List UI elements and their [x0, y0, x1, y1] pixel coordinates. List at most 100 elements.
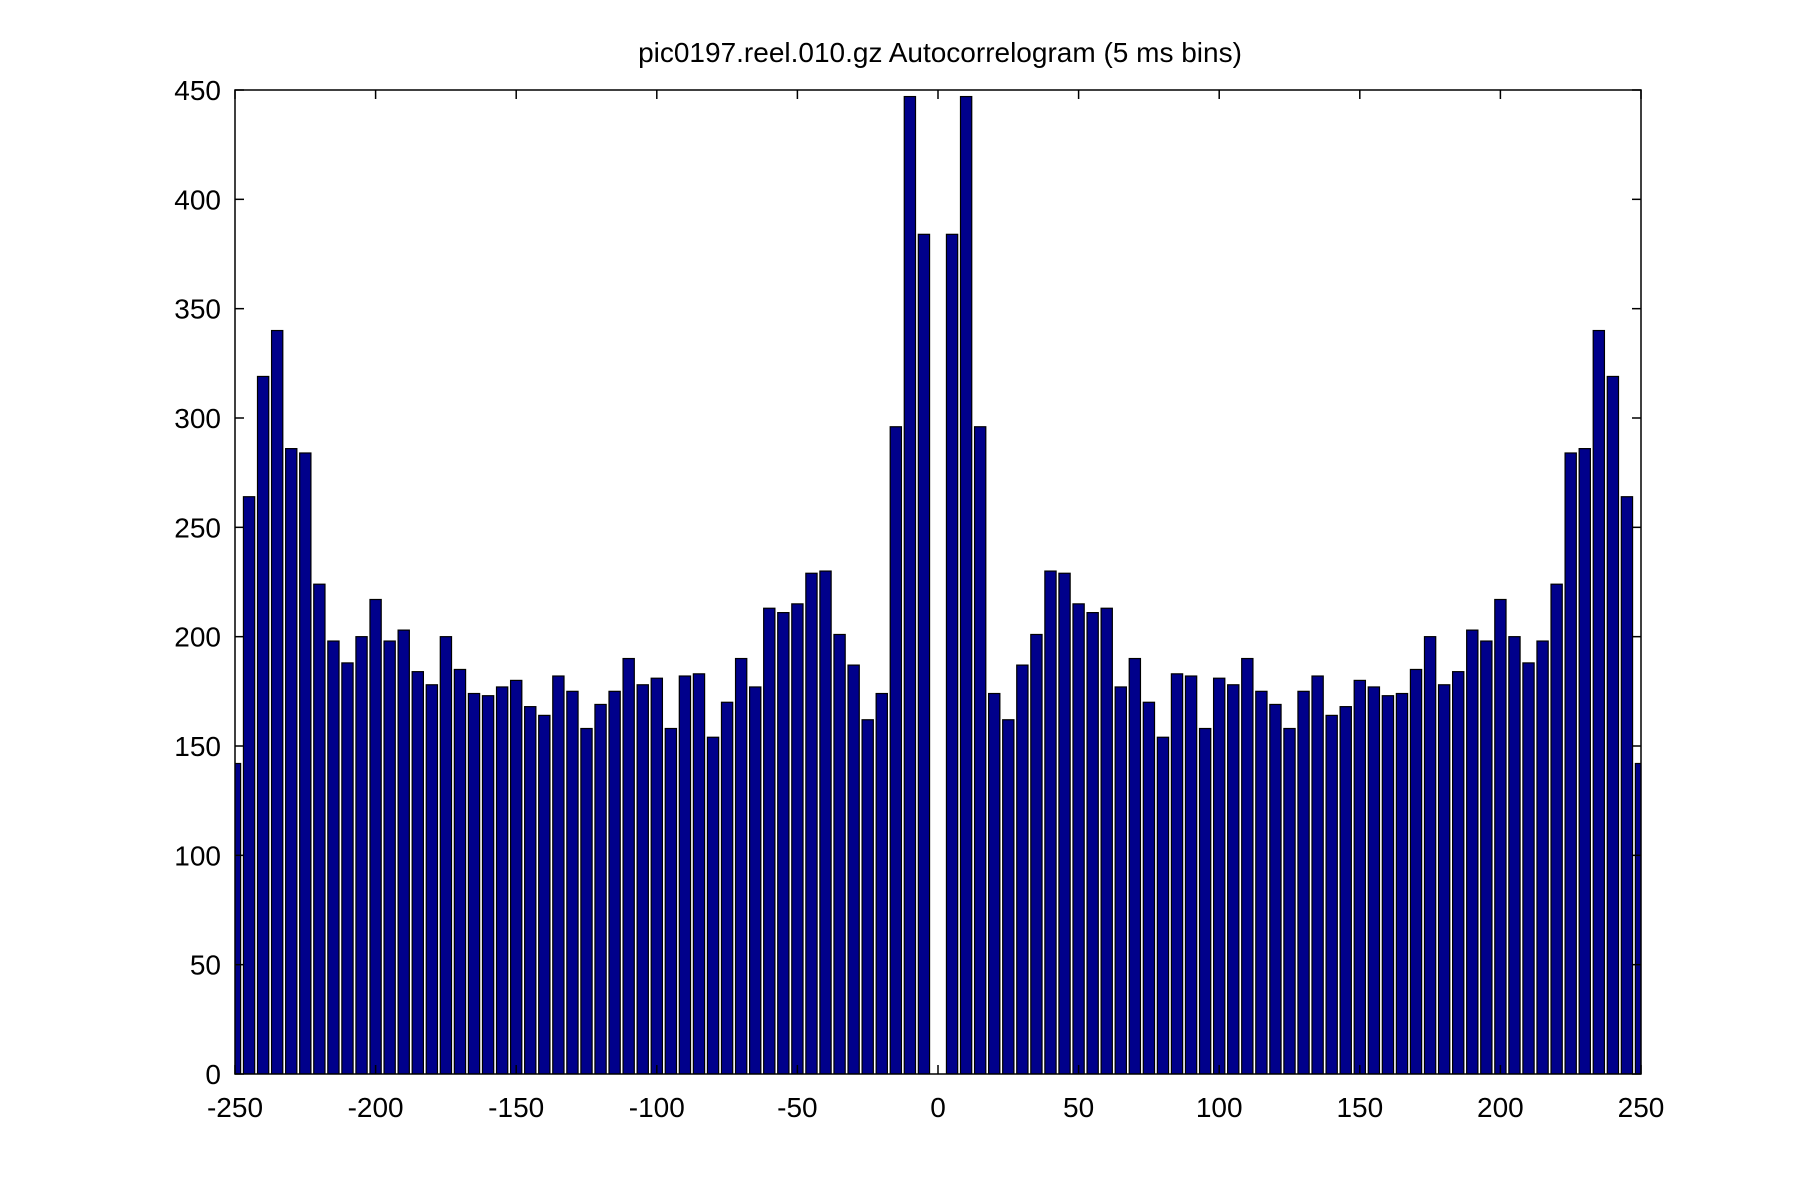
bar: [1423, 636, 1437, 1074]
bar: [1114, 686, 1128, 1074]
bar: [1451, 671, 1465, 1074]
bar: [1255, 690, 1268, 1074]
bar: [1212, 677, 1226, 1074]
x-tick-label: 200: [1477, 1092, 1524, 1123]
bar: [678, 675, 692, 1074]
bar: [1339, 706, 1352, 1074]
bar: [467, 692, 481, 1074]
y-tick-label: 150: [174, 731, 221, 762]
bar: [1297, 690, 1310, 1074]
y-tick-label: 250: [174, 512, 221, 543]
bar: [1030, 633, 1043, 1074]
bar: [1578, 448, 1591, 1074]
bar: [481, 695, 495, 1074]
bar: [1564, 452, 1577, 1074]
bar: [439, 636, 453, 1074]
bar: [917, 233, 931, 1074]
bar: [566, 690, 579, 1074]
bar: [692, 673, 706, 1074]
bar: [1353, 679, 1367, 1074]
bar: [256, 375, 270, 1074]
bar: [622, 657, 635, 1074]
bar: [1016, 664, 1029, 1074]
x-tick-label: 0: [930, 1092, 946, 1123]
bar: [734, 657, 748, 1074]
bar: [636, 684, 649, 1074]
y-tick-label: 0: [205, 1059, 221, 1090]
bar: [1184, 675, 1198, 1074]
bar: [397, 629, 410, 1074]
bar: [341, 662, 354, 1074]
bar: [1592, 329, 1606, 1074]
bar: [453, 668, 467, 1074]
y-tick-label: 300: [174, 403, 221, 434]
x-tick-label: 100: [1196, 1092, 1243, 1123]
bar: [1142, 701, 1156, 1074]
bar: [1227, 684, 1240, 1074]
bar: [720, 701, 734, 1074]
bar: [1480, 640, 1493, 1074]
x-tick-label: 150: [1336, 1092, 1383, 1123]
bar: [1367, 686, 1381, 1074]
y-tick-label: 400: [174, 184, 221, 215]
bar: [650, 677, 664, 1074]
bar: [664, 727, 678, 1074]
bar: [327, 640, 340, 1074]
bar: [1100, 607, 1113, 1074]
y-tick-label: 50: [190, 950, 221, 981]
y-tick-label: 450: [174, 75, 221, 106]
bar: [1536, 640, 1549, 1074]
bar: [495, 686, 509, 1074]
bar: [509, 679, 523, 1074]
bar: [299, 452, 312, 1074]
bar: [538, 714, 551, 1074]
bar: [1128, 657, 1142, 1074]
bar: [242, 496, 256, 1074]
bar: [355, 636, 368, 1074]
x-tick-label: -200: [348, 1092, 404, 1123]
bar: [1508, 636, 1521, 1074]
x-tick-label: -100: [629, 1092, 685, 1123]
bar: [1086, 612, 1099, 1074]
bar: [833, 633, 846, 1074]
bar: [1044, 570, 1057, 1074]
bar: [1606, 375, 1620, 1074]
bar: [973, 426, 987, 1074]
bar: [425, 684, 439, 1074]
x-tick-label: 250: [1618, 1092, 1665, 1123]
bar: [791, 603, 804, 1074]
bar: [608, 690, 621, 1074]
bar: [1072, 603, 1085, 1074]
bar: [988, 692, 1001, 1074]
bar: [959, 95, 973, 1074]
bar: [903, 95, 917, 1074]
bar: [1437, 684, 1451, 1074]
bar: [805, 572, 818, 1074]
bar: [889, 426, 903, 1074]
x-tick-label: 50: [1063, 1092, 1094, 1123]
bar: [945, 233, 959, 1074]
bar: [524, 706, 537, 1074]
bar: [594, 703, 607, 1074]
bar: [1395, 692, 1409, 1074]
bars-group: [235, 95, 1641, 1074]
x-tick-label: -50: [777, 1092, 817, 1123]
bar: [1058, 572, 1071, 1074]
bar: [1269, 703, 1282, 1074]
bar: [1156, 736, 1170, 1074]
y-tick-label: 100: [174, 840, 221, 871]
bar: [875, 692, 888, 1074]
bar: [369, 598, 382, 1074]
bar: [270, 329, 284, 1074]
bar: [1381, 695, 1395, 1074]
x-tick-label: -250: [207, 1092, 263, 1123]
bar: [763, 607, 776, 1074]
bar: [383, 640, 396, 1074]
bar: [1170, 673, 1184, 1074]
bar: [552, 675, 565, 1074]
bar: [1241, 657, 1254, 1074]
bar: [411, 671, 425, 1074]
ticks-group: -250 -200 -150 -100 -50 0 50 100 150 200 250 0 50 100…: [174, 75, 1664, 1123]
bar: [706, 736, 720, 1074]
